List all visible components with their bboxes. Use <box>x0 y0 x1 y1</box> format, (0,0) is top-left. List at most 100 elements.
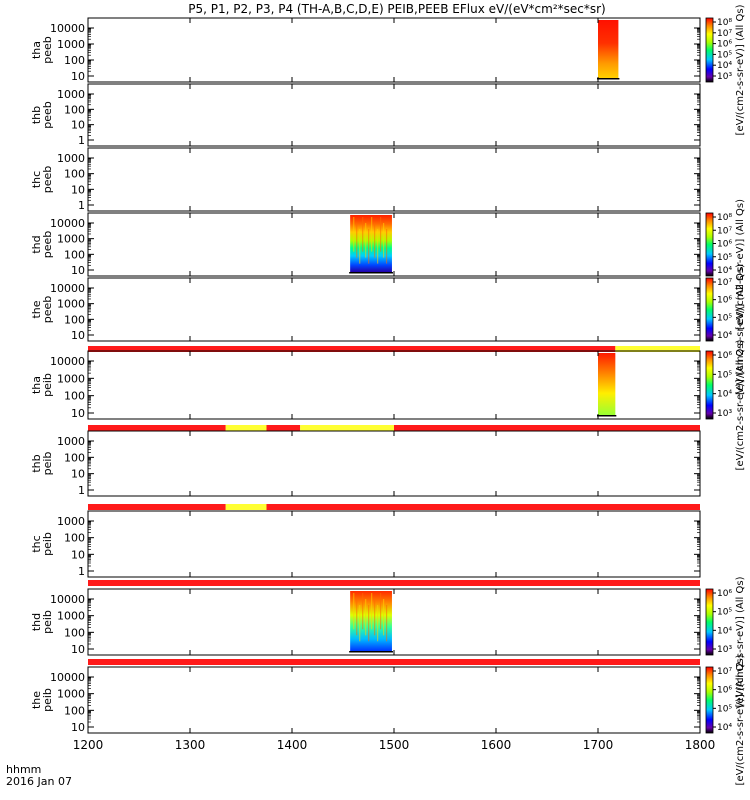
colorbar-tick-label: 10⁷ <box>717 278 732 288</box>
y-tick-label: 10000 <box>50 671 85 684</box>
ylabel-probe: the <box>30 300 43 318</box>
spectrogram-stripe <box>385 605 388 642</box>
ylabel-product: peib <box>41 373 54 397</box>
spectrogram-stripe <box>374 599 376 636</box>
ylabel-probe: thd <box>30 613 43 631</box>
colorbar-label: [eV/(cm2-s-sr-eV)] (All Qs) <box>735 199 746 330</box>
status-bar-segment <box>266 425 301 431</box>
y-tick-label: 10 <box>71 329 85 342</box>
spectrogram-stripe <box>365 223 367 258</box>
status-bar-segment <box>394 425 700 431</box>
y-tick-label: 10 <box>71 468 85 481</box>
colorbar-tick-label: 10⁷ <box>717 29 732 39</box>
colorbar-tick-label: 10⁵ <box>717 313 732 323</box>
colorbar-tick-label: 10⁴ <box>717 331 732 341</box>
y-tick-label: 100 <box>64 168 85 181</box>
x-tick-label: 1800 <box>685 738 716 752</box>
y-tick-label: 10000 <box>50 355 85 368</box>
colorbar <box>705 212 714 277</box>
y-tick-label: 10 <box>71 643 85 656</box>
spectrogram-stripe <box>356 599 358 636</box>
spectrogram-stripe <box>362 593 364 630</box>
colorbar <box>705 588 714 656</box>
spectrogram-stripe <box>362 217 364 252</box>
x-tick-label: 1500 <box>379 738 410 752</box>
ylabel-probe: thb <box>30 454 43 472</box>
ylabel-probe: thc <box>30 535 43 552</box>
ylabel-probe: tha <box>30 376 43 394</box>
colorbar-label: [eV/(cm2-s-sr-eV)] (All Qs) <box>735 339 746 470</box>
y-tick-label: 1000 <box>57 152 85 165</box>
spectrogram-stripe <box>385 229 388 264</box>
panel-frame <box>87 430 701 497</box>
ylabel-product: peeb <box>41 101 54 129</box>
y-tick-label: 10000 <box>50 282 85 295</box>
y-tick-label: 1000 <box>57 372 85 385</box>
y-tick-label: 100 <box>64 626 85 639</box>
colorbar-tick-label: 10⁴ <box>717 626 732 636</box>
figure-title: P5, P1, P2, P3, P4 (TH-A,B,C,D,E) PEIB,P… <box>188 2 605 16</box>
spectrogram-fringe <box>597 78 620 80</box>
status-bar-segment <box>300 425 394 431</box>
spectrogram-stripe <box>359 605 361 642</box>
y-tick-label: 1000 <box>57 688 85 701</box>
y-tick-label: 10 <box>71 119 85 132</box>
x-axis-label: hhmm <box>6 763 41 776</box>
colorbar-tick-label: 10⁴ <box>717 266 732 276</box>
spectrogram-stripe <box>380 217 382 252</box>
colorbar-label: [eV/(cm2-s-sr-eV)] (All Qs) <box>735 654 746 785</box>
y-tick-label: 1 <box>78 134 85 147</box>
spectrogram-stripe <box>353 217 355 252</box>
y-tick-label: 10 <box>71 407 85 420</box>
x-tick-label: 1600 <box>481 738 512 752</box>
spectrogram-stripe <box>368 229 370 264</box>
colorbar-tick-label: 10⁷ <box>717 667 732 677</box>
ylabel-probe: tha <box>30 41 43 59</box>
y-tick-label: 100 <box>64 451 85 464</box>
ylabel-product: peib <box>41 688 54 712</box>
spectrogram-stripe <box>377 605 379 642</box>
x-tick-label: 1300 <box>175 738 206 752</box>
colorbar-tick-label: 10⁵ <box>717 704 732 714</box>
y-tick-label: 10 <box>71 264 85 277</box>
colorbar-tick-label: 10³ <box>717 645 732 655</box>
colorbar-tick-label: 10⁸ <box>717 18 732 28</box>
panel-tha-peeb: 10100100010000thapeeb10³10⁴10⁵10⁶10⁷10⁸[… <box>30 4 746 135</box>
colorbar-label: [eV/(cm2-s-sr-eV)] (All Qs) <box>735 576 746 707</box>
colorbar-tick-label: 10⁶ <box>717 240 732 250</box>
status-bar-segment <box>88 504 226 510</box>
spectrogram-stripe <box>380 593 382 630</box>
spectrogram-stripe <box>374 223 376 258</box>
spectrogram-stripe <box>382 223 385 258</box>
status-bar-segment <box>88 580 700 586</box>
y-tick-label: 1 <box>78 199 85 212</box>
date-label: 2016 Jan 07 <box>6 775 72 788</box>
status-bar-segment <box>88 425 226 431</box>
y-tick-label: 10 <box>71 183 85 196</box>
y-tick-label: 100 <box>64 704 85 717</box>
y-tick-label: 1 <box>78 565 85 578</box>
colorbar <box>705 666 714 734</box>
y-tick-label: 10 <box>71 548 85 561</box>
status-bar-segment <box>615 346 700 352</box>
spectrogram-stripe <box>368 605 370 642</box>
status-bar-segment <box>225 425 267 431</box>
y-tick-label: 10 <box>71 721 85 734</box>
y-tick-label: 10000 <box>50 593 85 606</box>
colorbar-tick-label: 10⁵ <box>717 50 732 60</box>
